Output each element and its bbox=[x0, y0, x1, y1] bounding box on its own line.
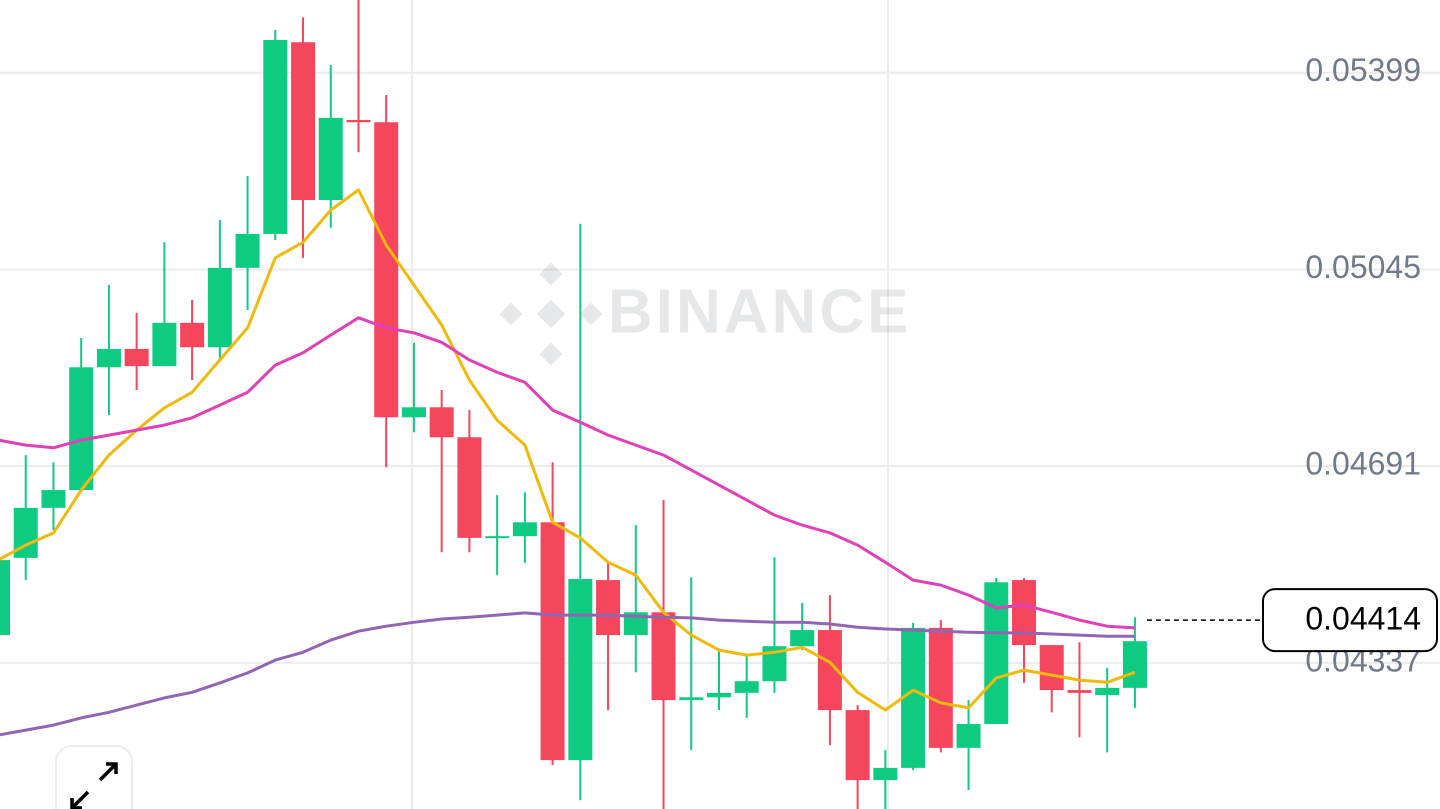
moving-average-line bbox=[0, 316, 1135, 630]
moving-average-line bbox=[0, 188, 1136, 712]
last-price-box bbox=[1262, 588, 1438, 653]
candle-body bbox=[485, 536, 510, 539]
candle-body bbox=[734, 681, 759, 693]
candle-body bbox=[1095, 687, 1120, 696]
moving-average-line bbox=[0, 611, 1135, 737]
candle-body bbox=[124, 348, 149, 367]
candle-body bbox=[928, 627, 953, 748]
y-tick-label: 0.05045 bbox=[1305, 249, 1421, 285]
candle-body bbox=[291, 42, 316, 201]
candle-body bbox=[706, 692, 731, 698]
candle-body bbox=[457, 437, 482, 538]
candle-body bbox=[845, 710, 870, 781]
candle-body bbox=[956, 723, 981, 748]
candle-body bbox=[568, 578, 593, 761]
candle-body bbox=[596, 580, 621, 636]
candle-body bbox=[901, 627, 926, 768]
candle-body bbox=[1122, 641, 1147, 688]
candle-body bbox=[429, 407, 454, 438]
candle-body bbox=[0, 560, 10, 636]
candle-body bbox=[623, 612, 648, 636]
candle-body bbox=[180, 322, 205, 348]
y-tick-label: 0.04691 bbox=[1305, 446, 1421, 482]
candle-body bbox=[540, 522, 565, 761]
candle-body bbox=[96, 348, 121, 368]
candle-body bbox=[790, 630, 815, 647]
candle-body bbox=[1067, 690, 1092, 693]
candle-body bbox=[318, 117, 343, 201]
candle-body bbox=[263, 40, 288, 234]
expand-button[interactable] bbox=[55, 745, 133, 809]
candle-body bbox=[401, 407, 426, 418]
candle-body bbox=[679, 697, 704, 701]
candle-body bbox=[41, 490, 66, 508]
candle-body bbox=[152, 322, 177, 367]
candle-body bbox=[374, 122, 399, 418]
candle-body bbox=[69, 367, 94, 491]
expand-icon[interactable] bbox=[70, 762, 118, 809]
candle-body bbox=[1012, 580, 1037, 646]
watermark-text: BINANCE bbox=[608, 277, 911, 346]
candle-body bbox=[873, 767, 898, 781]
candle-body bbox=[1039, 645, 1064, 691]
last-price-label: 0.04414 bbox=[1305, 601, 1421, 637]
candle-body bbox=[512, 522, 537, 537]
candle-body bbox=[207, 267, 232, 348]
watermark: BINANCE bbox=[499, 262, 911, 366]
y-tick-label: 0.05399 bbox=[1305, 52, 1421, 88]
candle-body bbox=[651, 612, 676, 701]
candle-body bbox=[235, 233, 260, 268]
candle-body bbox=[346, 120, 371, 123]
expand-button-frame[interactable] bbox=[55, 745, 133, 809]
